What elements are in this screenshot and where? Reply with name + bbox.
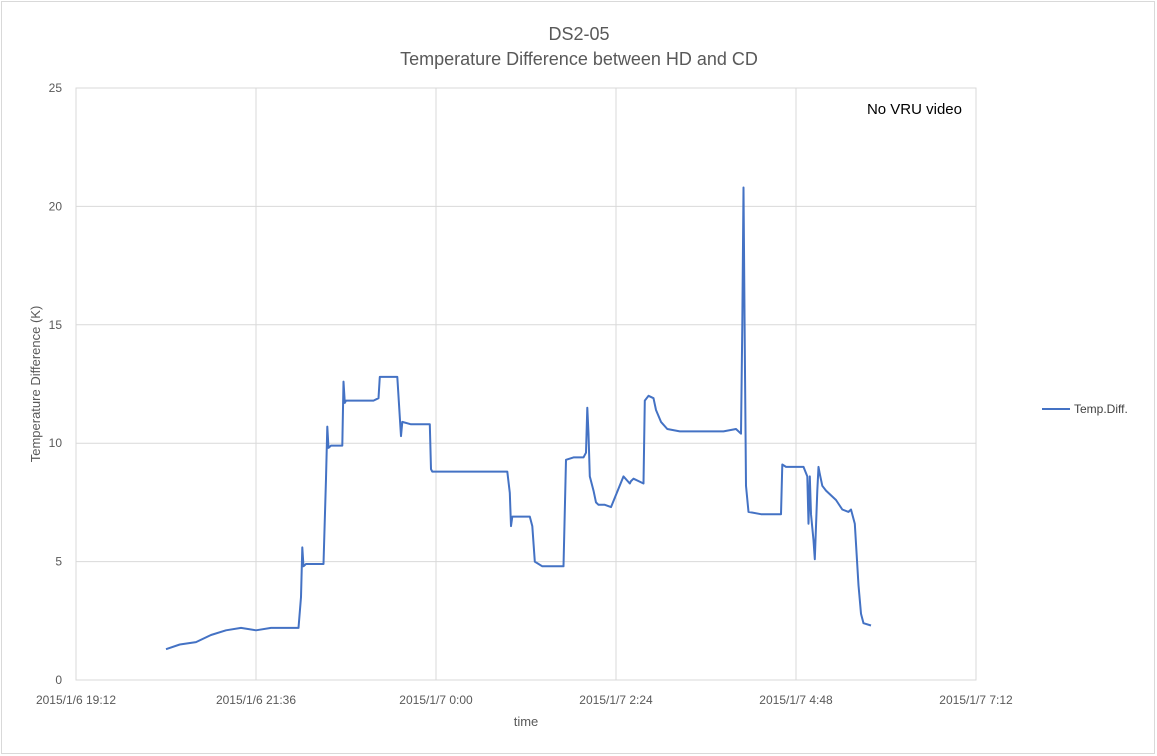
y-tick-label: 15 (49, 318, 63, 332)
chart-subtitle: Temperature Difference between HD and CD (400, 49, 758, 69)
annotation-no-vru-video: No VRU video (867, 101, 962, 118)
x-tick-label: 2015/1/7 7:12 (939, 693, 1013, 707)
y-tick-label: 25 (49, 81, 63, 95)
chart-title-block: DS2-05 Temperature Difference between HD… (2, 22, 1156, 72)
x-tick-label: 2015/1/7 0:00 (399, 693, 473, 707)
x-axis-title: time (514, 714, 539, 729)
x-tick-label: 2015/1/6 19:12 (36, 693, 116, 707)
y-axis-title: Temperature Difference (K) (28, 306, 43, 463)
chart-title: DS2-05 (548, 24, 610, 44)
y-tick-label: 20 (49, 199, 63, 213)
y-tick-label: 5 (55, 555, 62, 569)
x-tick-label: 2015/1/6 21:36 (216, 693, 296, 707)
series-line-temp-diff (165, 186, 872, 651)
y-tick-label: 10 (49, 436, 63, 450)
legend-label: Temp.Diff. (1074, 402, 1128, 416)
plot-area (75, 87, 977, 681)
x-tick-label: 2015/1/7 4:48 (759, 693, 833, 707)
y-tick-label: 0 (55, 673, 62, 687)
x-tick-label: 2015/1/7 2:24 (579, 693, 653, 707)
